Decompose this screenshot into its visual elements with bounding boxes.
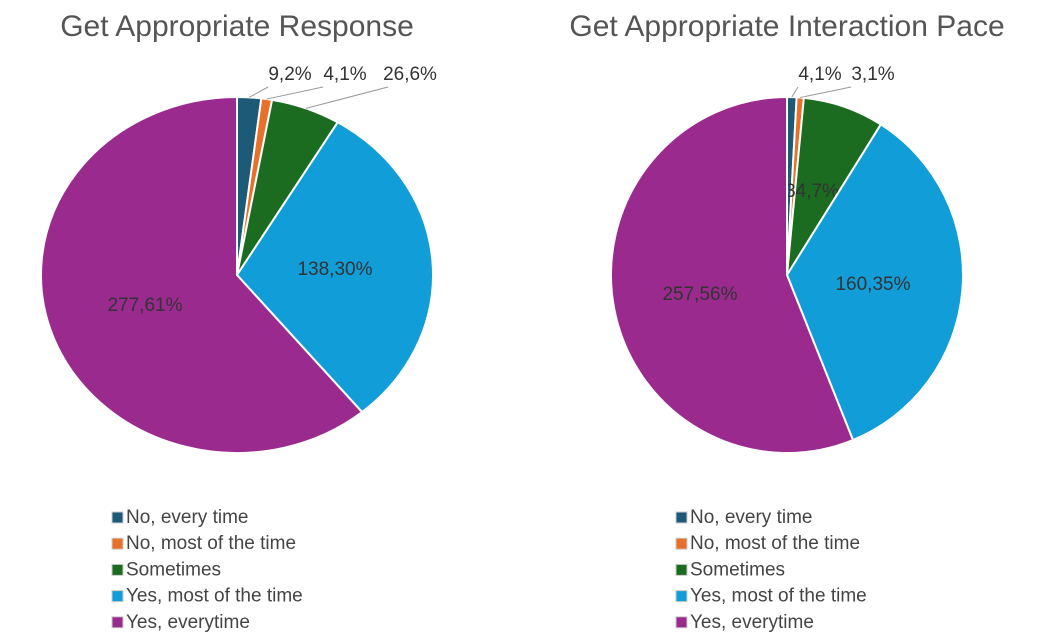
legend-swatch — [675, 511, 688, 524]
chart-title: Get Appropriate Response — [60, 10, 414, 43]
legend-swatch — [111, 563, 124, 576]
data-label: 160,35% — [835, 274, 910, 295]
pie-slice — [785, 123, 964, 442]
legend-label: Yes, everytime — [126, 612, 250, 633]
data-label: 9,2% — [268, 64, 311, 85]
legend-swatch — [111, 616, 124, 629]
data-label: 4,1% — [798, 64, 841, 85]
legend-swatch — [111, 590, 124, 603]
legend-swatch — [675, 563, 688, 576]
leader-line — [266, 86, 324, 100]
legend-label: Sometimes — [690, 559, 785, 580]
leader-line — [305, 86, 389, 109]
data-label: 138,30% — [297, 259, 372, 280]
legend-label: No, most of the time — [690, 533, 860, 554]
legend-label: Sometimes — [126, 559, 221, 580]
data-label: 26,6% — [383, 64, 437, 85]
leader-line — [248, 86, 269, 98]
legend-swatch — [111, 511, 124, 524]
data-label: 4,1% — [323, 64, 366, 85]
legend-label: Yes, most of the time — [690, 586, 867, 607]
data-label: 277,61% — [107, 295, 182, 316]
legend-label: No, every time — [690, 507, 812, 528]
legend-label: Yes, most of the time — [126, 586, 303, 607]
leader-line — [791, 86, 799, 98]
pie-slice — [235, 120, 434, 414]
data-label: 257,56% — [662, 284, 737, 305]
legend-swatch — [111, 537, 124, 550]
chart-title: Get Appropriate Interaction Pace — [569, 10, 1004, 43]
legend-label: No, every time — [126, 507, 248, 528]
legend-swatch — [675, 616, 688, 629]
data-label: 3,1% — [851, 64, 894, 85]
data-label: 34,7% — [785, 181, 839, 202]
pie-slice — [40, 95, 364, 454]
pie-slice — [610, 95, 855, 454]
leader-line — [800, 86, 852, 98]
legend-swatch — [675, 537, 688, 550]
legend-label: Yes, everytime — [690, 612, 814, 633]
legend-label: No, most of the time — [126, 533, 296, 554]
legend-swatch — [675, 590, 688, 603]
